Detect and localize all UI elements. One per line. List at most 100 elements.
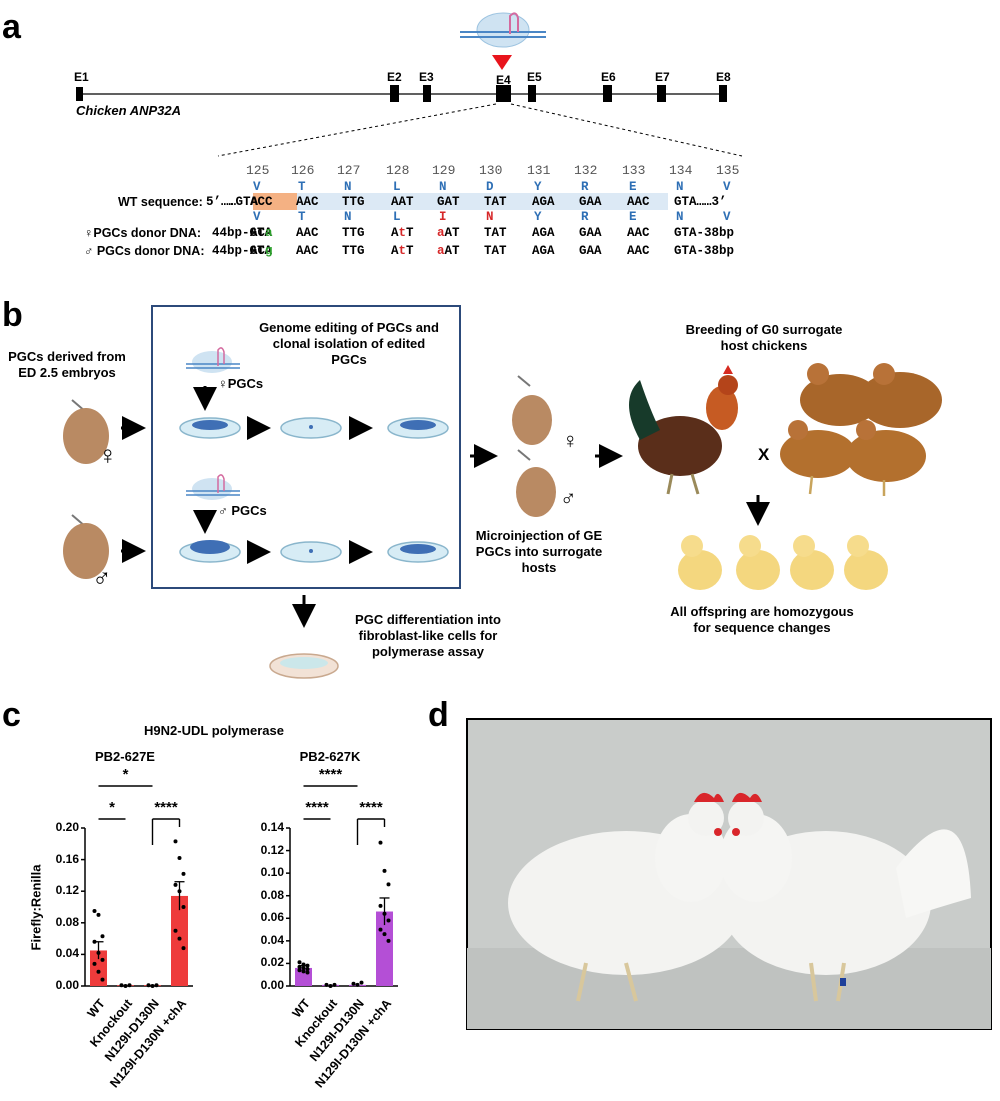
- data-point: [297, 964, 302, 969]
- exon-label-e2: E2: [387, 70, 402, 84]
- male-pgcs-label: ♂ PGCs: [218, 503, 267, 518]
- edited-amino-acid: E: [629, 210, 637, 224]
- residue-position: 125: [246, 163, 270, 178]
- chart-title: PB2-627E: [95, 749, 155, 764]
- exon-label-e5: E5: [527, 70, 542, 84]
- data-point: [328, 984, 333, 988]
- data-point: [386, 918, 391, 923]
- data-point: [305, 970, 310, 975]
- y-tick-label: 0.20: [55, 820, 79, 834]
- data-point: [301, 969, 306, 974]
- data-point: [301, 962, 306, 967]
- y-tick-label: 0.00: [55, 978, 79, 992]
- data-point: [100, 934, 105, 939]
- surrogate-male-symbol: ♂: [560, 485, 577, 510]
- y-tick-label: 0.08: [260, 887, 284, 902]
- donor-codon: AAC: [296, 244, 319, 258]
- donor-codon: GTA-38bp: [674, 226, 735, 240]
- donor-codon: ACg: [250, 244, 273, 258]
- residue-position: 132: [574, 163, 598, 178]
- wt-codon: GAT: [437, 195, 460, 209]
- breeding-text: Breeding of G0 surrogate host chickens: [685, 322, 843, 353]
- y-tick-label: 0.00: [260, 978, 284, 992]
- donor-codon: 44bp-GTA: [212, 244, 273, 258]
- wt-amino-acid: L: [393, 180, 401, 194]
- differentiation-text: PGC differentiation into fibroblast-like…: [355, 612, 501, 659]
- wt-codon: .GTA: [228, 195, 259, 209]
- data-point: [92, 961, 97, 966]
- data-point: [177, 856, 182, 861]
- residue-position: 129: [432, 163, 456, 178]
- genome-editing-title: Genome editing of PGCs and clonal isolat…: [259, 320, 439, 367]
- wt-codon: AAC: [296, 195, 319, 209]
- data-point: [177, 936, 182, 941]
- data-point: [92, 939, 97, 944]
- donor-codon: AAC: [296, 226, 319, 240]
- data-point: [154, 983, 159, 988]
- wt-amino-acid: V: [253, 180, 261, 194]
- data-point: [181, 905, 186, 909]
- data-point: [301, 965, 306, 970]
- donor-codon: AtT: [391, 226, 414, 240]
- donor-codon: TTG: [342, 244, 365, 258]
- photo-two-white-chickens: [466, 718, 992, 1030]
- residue-position: 126: [291, 163, 315, 178]
- gene-name: Chicken ANP32A: [76, 103, 181, 118]
- female-symbol-icon: ♀: [98, 440, 118, 470]
- exon-label-e1: E1: [74, 70, 89, 84]
- data-point: [96, 950, 101, 955]
- data-point: [181, 871, 186, 876]
- chart-group-title: H9N2-UDL polymerase: [144, 723, 284, 738]
- edited-amino-acid: R: [581, 210, 589, 224]
- y-tick-label: 0.10: [260, 865, 284, 880]
- significance-marker: ****: [154, 799, 178, 816]
- donor-codon: aAT: [437, 244, 460, 258]
- edited-amino-acid: L: [393, 210, 401, 224]
- panel-label-d: d: [428, 696, 449, 734]
- hens-illustration: [780, 363, 942, 496]
- edited-amino-acid: N: [676, 210, 684, 224]
- wt-codon: TTG: [342, 195, 365, 209]
- donor-codon: AGA: [532, 226, 555, 240]
- donor-codon: AtT: [391, 244, 414, 258]
- panel-label-a: a: [2, 8, 21, 46]
- data-point: [173, 839, 178, 844]
- edited-amino-acid: V: [253, 210, 261, 224]
- data-point: [297, 968, 302, 973]
- wt-amino-acid: D: [486, 180, 494, 194]
- wt-codon: AAT: [391, 195, 414, 209]
- wt-sequence-label: WT sequence:: [118, 195, 203, 209]
- data-point: [386, 882, 391, 887]
- donor-codon: aAT: [437, 226, 460, 240]
- wt-codon: TAT: [484, 195, 507, 209]
- female-donor-label: ♀PGCs donor DNA:: [84, 226, 202, 240]
- wt-codon: AAC: [627, 195, 650, 209]
- data-point: [305, 963, 310, 968]
- data-point: [378, 927, 383, 932]
- data-point: [100, 957, 105, 962]
- data-point: [378, 840, 383, 845]
- wt-codon: ACC: [250, 195, 273, 209]
- edited-amino-acid: N: [486, 210, 494, 224]
- data-point: [173, 928, 178, 933]
- wt-codon: AGA: [532, 195, 555, 209]
- residue-position: 130: [479, 163, 503, 178]
- chart-title: PB2-627K: [299, 749, 361, 764]
- pgc-source-text: PGCs derived from ED 2.5 embryos: [8, 349, 126, 380]
- y-tick-label: 0.08: [55, 914, 79, 929]
- cross-symbol: X: [758, 445, 770, 464]
- data-point: [382, 911, 387, 916]
- y-tick-label: 0.06: [260, 910, 284, 925]
- data-point: [96, 912, 101, 917]
- crispr-complex-icon: [460, 12, 546, 48]
- significance-marker: *: [109, 799, 115, 816]
- data-point: [382, 932, 387, 937]
- y-tick-label: 0.12: [55, 883, 79, 898]
- donor-codon: TAT: [484, 226, 507, 240]
- y-tick-label: 0.16: [55, 851, 79, 866]
- egg-female-icon: [63, 399, 109, 464]
- significance-marker: ****: [305, 799, 329, 816]
- wt-amino-acid: R: [581, 180, 589, 194]
- residue-position: 127: [337, 163, 361, 178]
- data-point: [100, 977, 105, 982]
